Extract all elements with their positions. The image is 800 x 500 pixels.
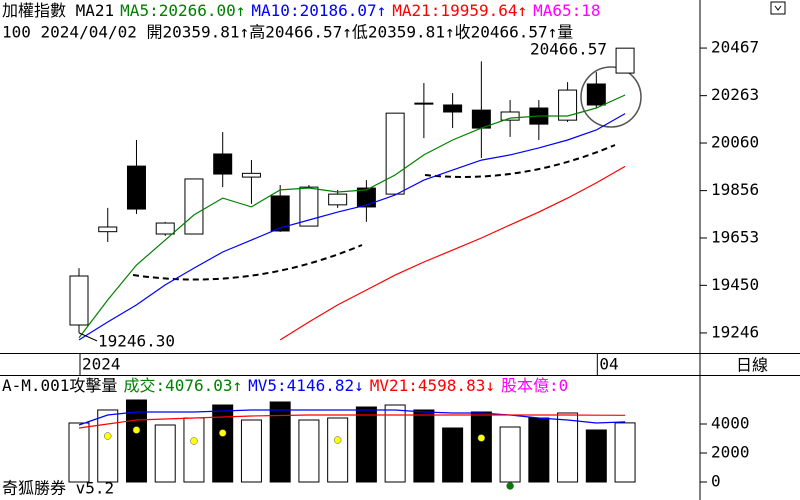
overlay: 100 2024/04/02 開20359.81↑高20466.57↑低2035…: [2, 23, 768, 498]
candle-body: [356, 187, 376, 208]
candle-body: [558, 89, 578, 121]
header-item: 成交:4076.03↑: [123, 376, 242, 395]
ma-line: [78, 113, 626, 341]
volume-bar: [442, 427, 464, 483]
price-panel: [69, 47, 635, 341]
candle-body: [155, 222, 175, 235]
ma-line: [279, 165, 626, 341]
candle-body: [98, 226, 118, 233]
x-tick-label: 04: [599, 355, 618, 374]
volume-bar: [614, 422, 636, 483]
footer: 奇狐勝券 v5.2: [2, 479, 114, 498]
volume-bar: [269, 401, 291, 483]
ma-line: [78, 94, 626, 339]
candle-body: [443, 104, 463, 113]
ma-line: [78, 409, 626, 426]
period-label: 日線: [736, 356, 768, 375]
volume-bar: [298, 419, 320, 483]
signal-dot: [333, 436, 342, 444]
candle-body: [270, 195, 290, 232]
candle-body: [385, 112, 405, 195]
volume-bar: [528, 417, 550, 483]
y-tick-label: 20263: [711, 85, 759, 104]
candle-body: [184, 178, 204, 235]
header-item: MA5:20266.00↑: [120, 1, 245, 20]
y-tick-label: 4000: [711, 413, 750, 432]
ma-line: [78, 414, 626, 429]
menu-button[interactable]: [770, 1, 786, 15]
header-item: MA21:19959.64↑: [392, 1, 527, 20]
header-item: A-M.001攻擊量: [2, 376, 117, 395]
volume-bar: [97, 409, 119, 483]
volume-bar: [499, 426, 521, 483]
header-line: A-M.001攻擊量 成交:4076.03↑ MV5:4146.82↓ MV21:45…: [2, 376, 568, 395]
volume-bar: [183, 417, 205, 483]
volume-bar: [327, 417, 349, 483]
header: 加權指數 MA21 MA5:20266.00↑ MA10:20186.07↑ MA21…: [2, 1, 601, 20]
y-tick-label: 19653: [711, 227, 759, 246]
y-tick-label: 0: [711, 471, 721, 490]
x-tick-label: 2024: [82, 355, 121, 374]
candle-body: [126, 165, 146, 210]
header-item: MA65:18: [533, 1, 600, 20]
low-leader: [78, 332, 98, 342]
header-item: MV5:4146.82↓: [248, 376, 364, 395]
candle-body: [500, 111, 520, 121]
y-tick-label: 2000: [711, 442, 750, 461]
info-line: 100 2024/04/02 開20359.81↑高20466.57↑低2035…: [2, 23, 573, 42]
candle-body: [586, 83, 606, 106]
volume-bar: [413, 409, 435, 483]
low-label: 19246.30: [98, 331, 175, 350]
y-tick-label: 19450: [711, 275, 759, 294]
signal-dot: [132, 426, 141, 434]
candle-body: [414, 102, 434, 105]
volume-bar: [384, 404, 406, 483]
y-tick-label: 20060: [711, 133, 759, 152]
candle-body: [241, 172, 261, 178]
volume-bar: [355, 406, 377, 483]
high-label: 20466.57: [530, 40, 607, 59]
volume-panel: [68, 399, 636, 483]
signal-dot: [477, 434, 486, 442]
header-item: 加權指數 MA21: [2, 1, 114, 20]
volume-bar: [212, 404, 234, 483]
y-tick-label: 19856: [711, 180, 759, 199]
header-item: MA10:20186.07↑: [251, 1, 386, 20]
trend-curve: [132, 244, 363, 281]
candle-body: [615, 47, 635, 74]
candle-body: [69, 275, 89, 326]
highlight-circle: [580, 66, 642, 128]
volume-bar: [470, 411, 492, 483]
signal-dot: [190, 437, 198, 445]
volume-bar: [154, 424, 176, 483]
y-tick-label: 19246: [711, 322, 759, 341]
signal-dot: [218, 429, 227, 437]
y-tick-label: 20467: [711, 38, 759, 57]
trend-curve: [424, 144, 616, 178]
volume-bar: [557, 412, 579, 483]
candle-body: [328, 193, 348, 206]
header-line: 加權指數 MA21 MA5:20266.00↑ MA10:20186.07↑ MA21…: [2, 1, 601, 20]
signal-dot: [506, 482, 514, 490]
volume-bar: [240, 419, 262, 483]
header-item: MV21:4598.83↓: [370, 376, 495, 395]
volume-bar: [585, 429, 607, 483]
menu-icon: [774, 5, 782, 11]
candle-body: [213, 153, 233, 175]
header-item: 股本億:0: [501, 376, 568, 395]
candle-body: [299, 186, 319, 227]
signal-dot: [103, 432, 112, 440]
volume-bar: [68, 422, 90, 483]
